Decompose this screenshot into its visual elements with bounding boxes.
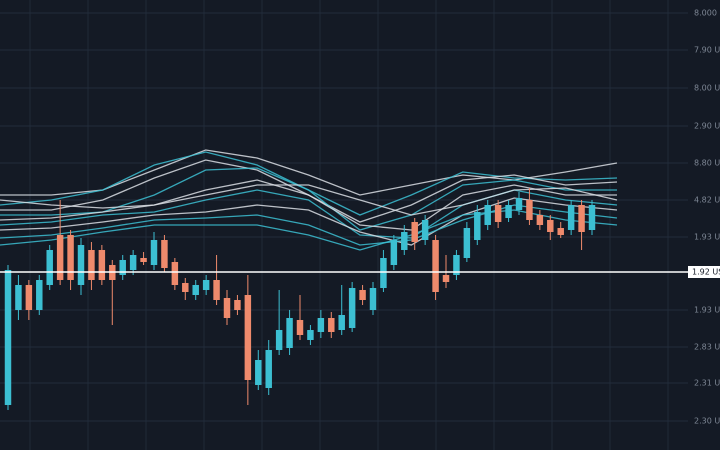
candle-body [567, 205, 575, 230]
candle-body [390, 240, 398, 265]
candle-body [15, 285, 22, 310]
candle-body [547, 220, 554, 232]
candle-body [77, 245, 85, 285]
candle-body [161, 240, 168, 268]
candle-body [4, 270, 12, 405]
candle-body [484, 205, 491, 225]
candle-body [265, 350, 272, 388]
candle-body [255, 360, 262, 385]
candle-body [56, 235, 64, 280]
price-label-box [688, 266, 720, 278]
candle-body [171, 262, 179, 285]
y-tick-label: 8.80 US [694, 159, 720, 168]
candle-body [150, 240, 158, 265]
candle-body [515, 198, 523, 210]
y-tick-label: 7.90 US [694, 46, 720, 55]
candle-body [359, 290, 366, 300]
candle-body [578, 205, 585, 232]
moving-average-line [0, 204, 618, 246]
candle-body [25, 285, 33, 310]
candle-body [463, 228, 471, 258]
candle-body [192, 285, 199, 295]
y-tick-label: 4.82 US [694, 196, 720, 205]
candle-body [505, 205, 512, 218]
candle-body [36, 280, 43, 310]
candle-body [67, 235, 74, 280]
candle-body [411, 222, 418, 242]
candle-body [557, 228, 564, 235]
candle-body [98, 250, 106, 280]
y-tick-label: 1.93 US [694, 306, 720, 315]
y-tick-label: 2.90 US [694, 122, 720, 131]
candle-body [275, 330, 283, 350]
candle-body [317, 318, 325, 332]
y-tick-label: 2.30 US [694, 417, 720, 426]
candle-body [338, 315, 345, 330]
moving-average-line [0, 209, 618, 251]
y-tick-label: 8.00 US [694, 84, 720, 93]
candle-body [129, 255, 137, 270]
candle-body [348, 288, 356, 328]
y-tick-label: 2.31 US [694, 379, 720, 388]
y-tick-label: 1.93 US [694, 233, 720, 242]
candle-body [369, 288, 377, 310]
candle-body [140, 258, 147, 262]
candle-body [46, 250, 53, 285]
candle-body [442, 275, 450, 282]
candle-body [296, 320, 304, 335]
y-tick-label: 2.83 US [694, 343, 720, 352]
candle-body [202, 280, 210, 290]
y-tick-label: 8.000 US [694, 9, 720, 18]
candle-body [307, 330, 314, 340]
candle-body [474, 212, 481, 240]
candle-body [119, 260, 126, 275]
candle-body [182, 283, 189, 292]
candle-body [432, 240, 439, 292]
candle-body [286, 318, 293, 348]
candle-body [494, 205, 502, 222]
candle-body [526, 200, 533, 220]
candle-body [244, 295, 252, 380]
candle-body [223, 298, 231, 318]
moving-average-line [0, 184, 618, 216]
candle-body [380, 258, 387, 288]
candle-body [536, 215, 544, 225]
moving-average-line [0, 179, 617, 231]
price-label: 1.92 US [692, 268, 720, 277]
candle-body [88, 250, 95, 280]
candle-body [213, 280, 220, 300]
moving-average-line [0, 197, 618, 246]
candle-body [401, 232, 408, 250]
candle-body [421, 220, 429, 240]
candle-body [234, 300, 241, 310]
candle-body [453, 255, 460, 275]
candle-body [588, 205, 596, 230]
candle-body [328, 318, 335, 332]
